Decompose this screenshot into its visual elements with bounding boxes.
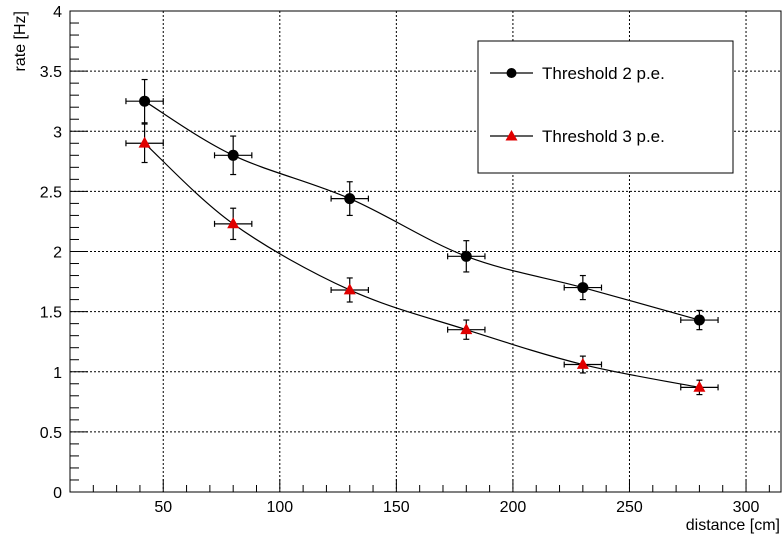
y-tick-label: 0 [53, 485, 62, 502]
data-points [125, 78, 719, 396]
legend-marker-series-1 [506, 68, 517, 78]
x-tick-label: 100 [266, 499, 293, 516]
data-point-series-1 [330, 181, 369, 217]
y-tick-label: 0.5 [40, 425, 62, 442]
x-tick-label: 250 [616, 499, 643, 516]
y-tick-label: 2 [53, 245, 62, 262]
marker-circle [227, 149, 239, 161]
data-point-series-2 [330, 277, 369, 303]
marker-triangle [138, 136, 151, 148]
data-point-series-1 [213, 135, 253, 176]
y-tick-label: 1 [53, 365, 62, 382]
y-tick-label: 2.5 [40, 184, 62, 201]
marker-circle [577, 282, 589, 294]
marker-triangle [343, 283, 356, 295]
y-tick-label: 1.5 [40, 305, 62, 322]
data-point-series-2 [680, 379, 719, 396]
data-point-series-2 [125, 123, 164, 164]
data-point-series-2 [447, 319, 486, 340]
fit-curves [144, 100, 700, 388]
marker-triangle [693, 380, 706, 392]
x-tick-label: 300 [733, 499, 760, 516]
x-axis-title: distance [cm] [686, 517, 780, 534]
legend-box [477, 40, 734, 174]
legend-label-series-1: Threshold 2 p.e. [542, 64, 665, 83]
legend: Threshold 2 p.e. Threshold 3 p.e. [477, 40, 734, 174]
marker-circle [693, 314, 705, 326]
data-point-series-1 [125, 78, 164, 124]
fit-curve-series-1 [144, 100, 700, 321]
axes: 50 100 150 200 250 300 0 0.5 1 1.5 2 2.5 3 3.5 4 [40, 4, 770, 516]
x-tick-label: 200 [500, 499, 527, 516]
x-tick-label: 150 [383, 499, 410, 516]
fit-curve-series-2 [144, 142, 700, 388]
legend-marker-series-2 [505, 130, 518, 141]
legend-label-series-2: Threshold 3 p.e. [542, 127, 665, 146]
data-point-series-1 [563, 274, 603, 301]
marker-triangle [460, 323, 473, 335]
y-tick-label: 3 [53, 124, 62, 141]
data-point-series-2 [563, 355, 603, 374]
marker-circle [139, 95, 151, 107]
data-point-series-1 [680, 309, 719, 331]
marker-triangle [227, 217, 240, 229]
marker-triangle [576, 357, 589, 369]
y-axis-title: rate [Hz] [12, 11, 29, 71]
x-tick-label: 50 [154, 499, 172, 516]
data-point-series-2 [213, 207, 253, 241]
marker-circle [344, 193, 356, 205]
marker-circle [460, 250, 472, 262]
y-tick-label: 4 [53, 4, 62, 21]
y-tick-label: 3.5 [40, 64, 62, 81]
data-point-series-1 [447, 240, 486, 273]
